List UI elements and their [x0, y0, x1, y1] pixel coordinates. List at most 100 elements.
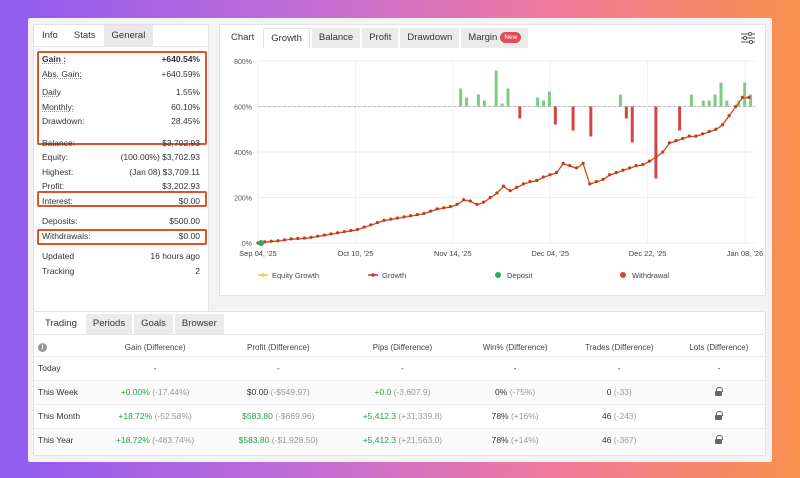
growth-point — [654, 154, 658, 159]
growth-point — [435, 207, 439, 211]
growth-point — [289, 237, 293, 241]
stat-value: $3,202.93 — [162, 181, 200, 192]
growth-point — [501, 184, 506, 188]
row-label: This Year — [34, 427, 94, 452]
tab-growth[interactable]: Growth — [263, 28, 310, 48]
growth-point — [627, 166, 632, 170]
growth-point — [667, 141, 671, 145]
legend-equity-growth-label: Equity Growth — [272, 271, 319, 280]
tab-stats[interactable]: Stats — [73, 30, 96, 41]
growth-bar — [536, 97, 540, 107]
growth-point — [548, 173, 552, 177]
growth-point — [322, 233, 326, 237]
growth-bar — [630, 106, 634, 143]
tab-general[interactable]: General — [103, 25, 154, 46]
growth-point — [495, 191, 499, 195]
legend-withdrawal-swatch — [620, 272, 626, 278]
info-panel: Info Stats General Gain : +640.54% Abs. G… — [33, 24, 209, 314]
growth-bar — [678, 106, 682, 131]
growth-point — [681, 136, 685, 140]
tab-trading[interactable]: Trading — [38, 314, 84, 334]
growth-point — [528, 179, 532, 184]
column-header: Win% (Difference) — [482, 342, 548, 352]
x-tick-label: Nov 14, '25 — [434, 249, 472, 258]
x-tick-label: Sep 04, '25 — [239, 249, 277, 258]
growth-point — [554, 170, 559, 175]
lock-icon — [715, 411, 724, 420]
growth-point — [601, 177, 605, 181]
growth-bar — [618, 94, 622, 107]
tab-profit[interactable]: Profit — [362, 28, 399, 48]
growth-bar — [542, 100, 545, 107]
growth-point — [462, 198, 466, 202]
table-row: This Week +0.00% (-17.44%) $0.00 (-$549.97… — [34, 379, 765, 404]
stat-value: +640.59% — [161, 68, 200, 79]
growth-point — [395, 216, 399, 220]
tab-balance[interactable]: Balance — [311, 28, 361, 48]
growth-point — [608, 173, 612, 177]
legend-deposit-label: Deposit — [507, 271, 533, 280]
stat-label: Drawdown: — [42, 116, 85, 127]
periods-table: i Gain (Difference) Profit (Difference) … — [34, 339, 765, 452]
stat-value: +640.54% — [161, 54, 200, 65]
growth-point — [468, 199, 472, 203]
growth-point — [302, 236, 307, 240]
growth-bar — [518, 106, 522, 119]
stat-row-balance: Balance: $3,702.93 — [38, 136, 204, 151]
tab-info[interactable]: Info — [34, 25, 66, 46]
growth-bar — [506, 88, 510, 107]
table-header-row: i Gain (Difference) Profit (Difference) … — [34, 339, 765, 356]
growth-line — [257, 97, 749, 244]
stat-row-abs-gain: Abs. Gain: +640.59% — [38, 67, 204, 82]
growth-point — [720, 123, 725, 127]
equity-growth-line — [257, 96, 749, 244]
growth-point — [282, 238, 287, 242]
growth-point — [561, 161, 565, 165]
win-cell: - — [464, 355, 566, 380]
growth-bar — [707, 100, 711, 107]
stat-label: Abs. Gain: — [42, 68, 82, 79]
deposit-marker — [258, 240, 264, 246]
growth-bar — [571, 106, 575, 131]
tab-browser[interactable]: Browser — [174, 314, 224, 334]
trades-cell: 0 (-33) — [565, 379, 673, 404]
stat-row-interest: Interest: $0.00 — [38, 194, 204, 209]
lots-cell — [672, 379, 765, 404]
tab-goals[interactable]: Goals — [134, 314, 173, 334]
growth-bar — [500, 103, 504, 107]
growth-bar — [701, 100, 705, 107]
growth-point — [442, 206, 446, 210]
info-icon[interactable]: i — [38, 343, 47, 353]
stat-value: 2 — [195, 265, 200, 276]
x-tick-label: Oct 10, '25 — [337, 249, 373, 258]
growth-point — [362, 225, 366, 229]
growth-point — [475, 202, 479, 206]
stat-label: Tracking — [42, 265, 75, 276]
stat-row-profit: Profit: $3,202.93 — [38, 179, 204, 194]
stat-label: Equity: — [42, 152, 68, 163]
tab-chart[interactable]: Chart — [224, 28, 262, 48]
profit-cell: - — [216, 355, 341, 380]
growth-point — [588, 182, 592, 186]
legend-growth-marker — [371, 273, 375, 277]
growth-point — [276, 239, 280, 243]
legend-withdrawal-label: Withdrawal — [632, 271, 669, 280]
sliders-icon[interactable] — [741, 32, 755, 44]
column-header: Profit (Difference) — [247, 342, 310, 352]
stat-value: 1.55% — [175, 87, 200, 98]
growth-point — [329, 232, 333, 236]
growth-point — [382, 218, 386, 222]
trades-cell: 46 (-243) — [565, 403, 673, 428]
x-tick-label: Dec 22, '25 — [629, 249, 667, 258]
lock-icon — [715, 435, 724, 444]
stat-label: Balance: — [42, 137, 76, 148]
growth-point — [481, 200, 486, 204]
new-badge: New — [500, 31, 522, 43]
tab-margin[interactable]: Margin New — [461, 28, 529, 48]
tab-periods[interactable]: Periods — [85, 314, 133, 334]
growth-point — [448, 205, 453, 209]
tab-drawdown[interactable]: Drawdown — [400, 28, 460, 48]
growth-bar — [494, 70, 498, 107]
column-header: Gain (Difference) — [124, 342, 186, 352]
growth-bar — [553, 106, 557, 125]
